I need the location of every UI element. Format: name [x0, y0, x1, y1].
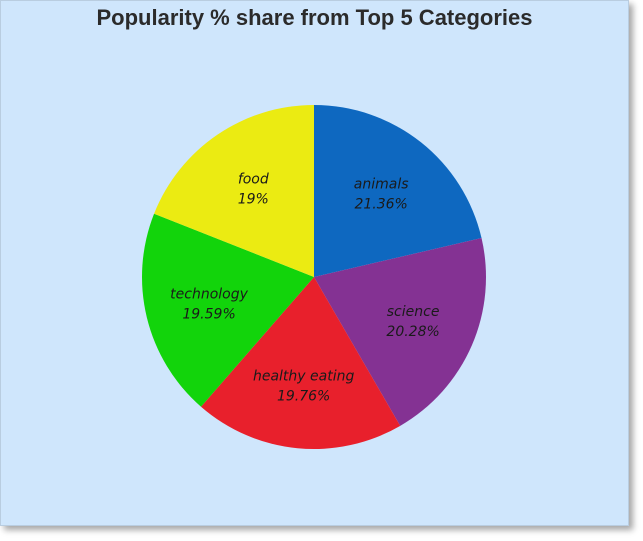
pie-chart: animals 21.36% science 20.28% healthy eating… — [142, 105, 486, 449]
pie-slice-food[interactable] — [154, 105, 314, 277]
pie-slice-animals[interactable] — [314, 105, 482, 277]
slice-value-animals: 21.36% — [354, 196, 407, 212]
slice-value-healthy-eating: 19.76% — [277, 389, 330, 405]
slice-label-science: science — [387, 304, 440, 320]
slice-label-technology: technology — [170, 287, 248, 303]
chart-title: Popularity % share from Top 5 Categories — [96, 5, 533, 30]
slice-label-food: food — [238, 172, 269, 188]
pie-slice-healthy-eating[interactable] — [201, 277, 401, 449]
pie-slice-science[interactable] — [314, 238, 486, 426]
slice-value-science: 20.28% — [386, 324, 439, 340]
chart-area: Popularity % share from Top 5 Categories… — [0, 0, 629, 526]
slice-value-food: 19% — [238, 192, 269, 208]
slice-label-animals: animals — [354, 176, 409, 192]
pie-slice-technology[interactable] — [142, 213, 314, 407]
slice-value-technology: 19.59% — [182, 307, 235, 323]
slice-label-healthy-eating: healthy eating — [253, 369, 354, 385]
